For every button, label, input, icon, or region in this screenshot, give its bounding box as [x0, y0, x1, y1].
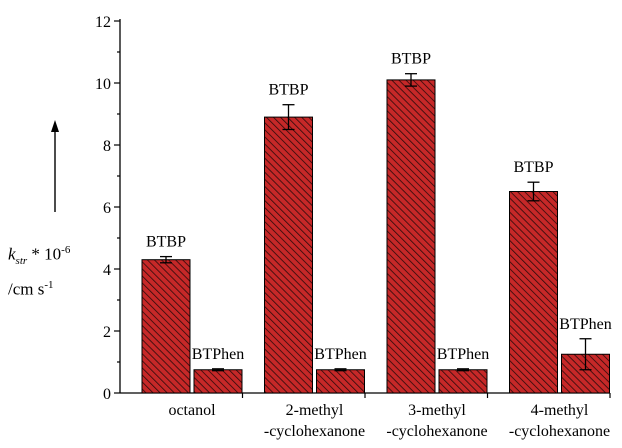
bars [141, 73, 610, 394]
y-tick-label: 12 [95, 14, 111, 31]
bar-label: BTBP [268, 82, 308, 99]
bar [193, 369, 243, 394]
bar [509, 191, 558, 394]
x-tick-label: -cyclohexanone [509, 423, 610, 440]
bar-label: BTPhen [314, 346, 366, 363]
bar-label: BTBP [391, 51, 431, 68]
x-tick-label: 2-methyl [286, 402, 344, 419]
y-tick-label: 4 [103, 262, 111, 279]
y-tick-labels: 0 2 4 6 8 10 12 [95, 14, 111, 403]
y-tick-label: 8 [103, 138, 111, 155]
y-axis-arrow-head [51, 120, 59, 132]
bar-labels: BTBP BTPhen BTBP BTPhen BTBP BTPhen BTBP BTPhen [146, 51, 612, 363]
bar [316, 369, 365, 394]
bar [264, 116, 313, 394]
bar [141, 259, 191, 394]
x-tick-label: 3-methyl [408, 402, 466, 419]
y-tick-label: 6 [103, 200, 111, 217]
x-tick-labels: octanol 2-methyl -cyclohexanone 3-methyl -cy… [168, 402, 610, 440]
x-tick-label: -cyclohexanone [386, 423, 487, 440]
x-tick-label: -cyclohexanone [264, 423, 365, 440]
y-tick-label: 2 [103, 324, 111, 341]
y-tick-label: 10 [95, 76, 111, 93]
x-tick-label: 4-methyl [531, 402, 589, 419]
bar [438, 369, 488, 394]
bar-label: BTBP [146, 234, 186, 251]
bar-label: BTPhen [192, 346, 244, 363]
bar-label: BTPhen [437, 346, 489, 363]
bar-label: BTPhen [559, 316, 611, 333]
bar [386, 79, 436, 394]
bar-label: BTBP [513, 159, 553, 176]
y-axis-label: kstr * 10-6 /cm s-1 [8, 244, 71, 299]
y-tick-label: 0 [103, 386, 111, 403]
x-tick-label: octanol [168, 402, 216, 419]
